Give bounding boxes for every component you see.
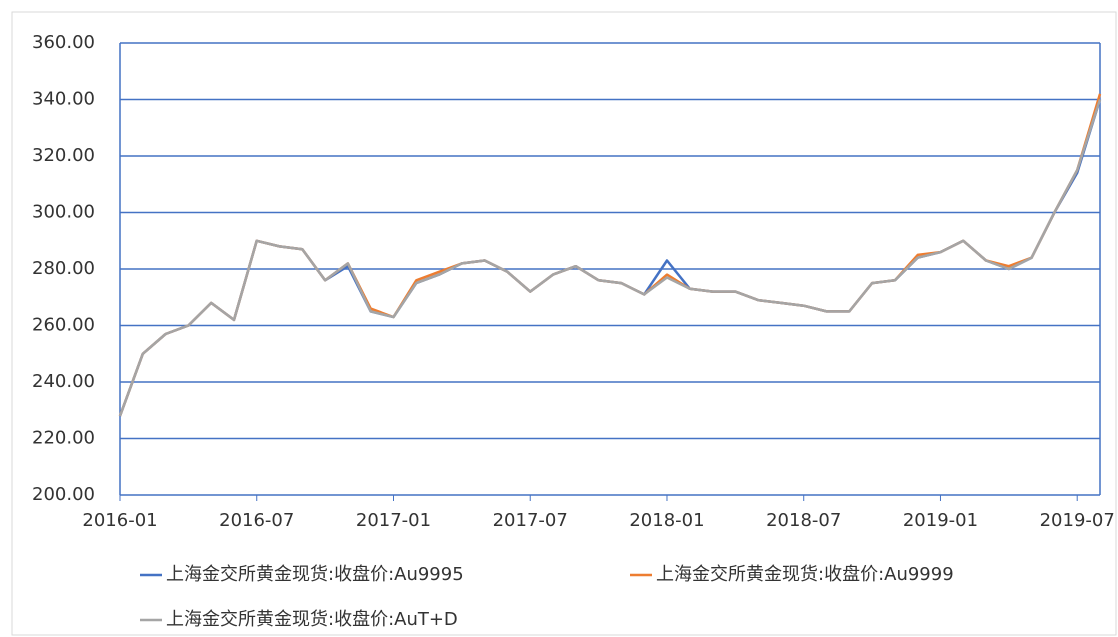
- y-tick-label: 220.00: [32, 428, 95, 449]
- series-line: [118, 99, 1102, 417]
- x-tick-label: 2016-07: [219, 510, 294, 531]
- legend-label: 上海金交所黄金现货:收盘价:Au9999: [656, 564, 954, 585]
- x-tick-label: 2018-01: [629, 510, 704, 531]
- y-tick-label: 260.00: [32, 315, 95, 336]
- y-tick-label: 320.00: [32, 145, 95, 166]
- y-tick-label: 280.00: [32, 258, 95, 279]
- y-tick-label: 300.00: [32, 202, 95, 223]
- y-tick-label: 200.00: [32, 484, 95, 505]
- x-tick-label: 2019-07: [1040, 510, 1115, 531]
- x-tick-label: 2018-07: [766, 510, 841, 531]
- x-tick-label: 2016-01: [82, 510, 157, 531]
- y-tick-label: 360.00: [32, 32, 95, 53]
- x-tick-label: 2017-07: [493, 510, 568, 531]
- y-tick-label: 240.00: [32, 371, 95, 392]
- legend-label: 上海金交所黄金现货:收盘价:AuT+D: [166, 609, 458, 630]
- legend-label: 上海金交所黄金现货:收盘价:Au9995: [166, 564, 464, 585]
- chart-frame: [11, 11, 1117, 636]
- x-tick-label: 2019-01: [903, 510, 978, 531]
- y-tick-label: 340.00: [32, 89, 95, 110]
- x-tick-label: 2017-01: [356, 510, 431, 531]
